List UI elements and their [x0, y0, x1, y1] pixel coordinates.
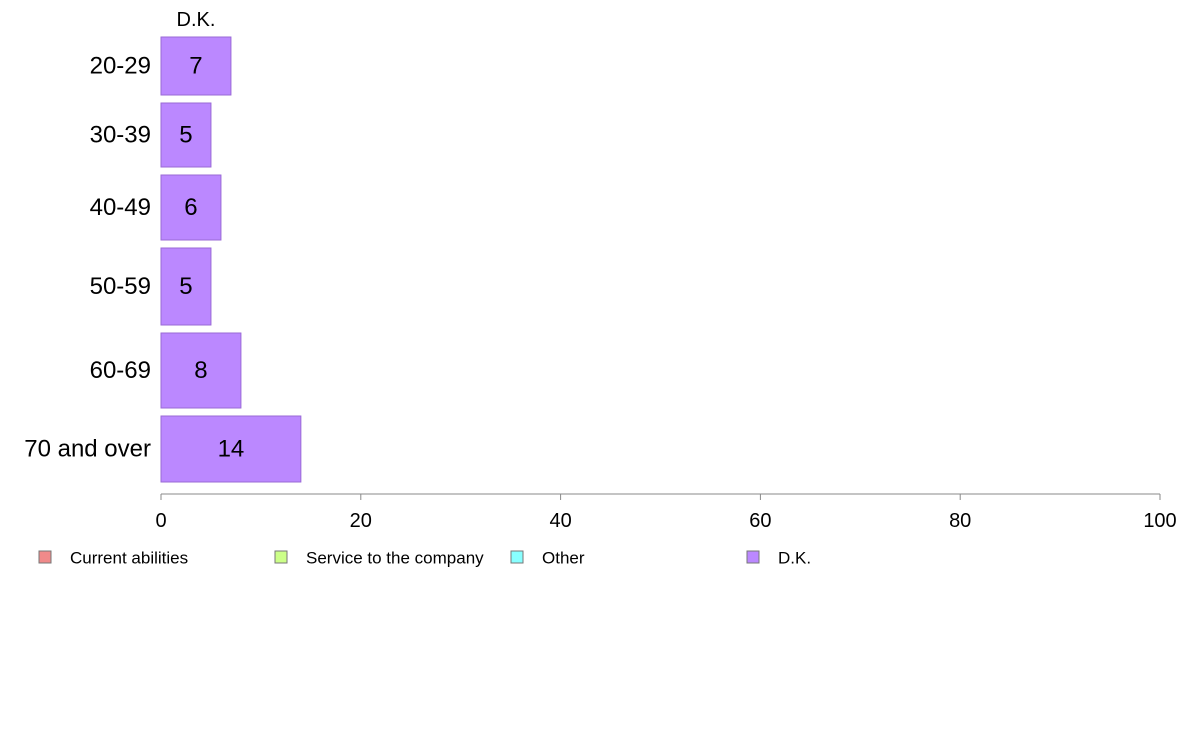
- legend-swatch-d-k: [746, 550, 760, 564]
- category-label-70-and-over: 70 and over: [24, 436, 151, 463]
- legend-swatch-other: [510, 550, 524, 564]
- data-label-d-k-50-59: 5: [179, 273, 192, 300]
- x-axis: 0 20 40 60 80 100: [155, 493, 1177, 532]
- bar-d-k-30-39: [160, 102, 212, 168]
- category-label-50-59: 50-59: [90, 273, 151, 300]
- data-label-d-k-70-and-over: 14: [218, 436, 245, 463]
- category-label-30-39: 30-39: [90, 122, 151, 149]
- category-label-20-29: 20-29: [90, 53, 151, 80]
- x-tick-label-100: 100: [1143, 510, 1176, 532]
- legend-label-d-k: D.K.: [778, 549, 811, 568]
- bar-d-k-70-and-over: [160, 415, 302, 483]
- data-label-d-k-40-49: 6: [184, 194, 197, 221]
- legend-swatch-service-to-the-company: [274, 550, 288, 564]
- legend-label-service-to-the-company: Service to the company: [306, 549, 484, 568]
- bar-d-k-50-59: [160, 247, 212, 326]
- x-tick-label-40: 40: [549, 510, 571, 532]
- x-tick-label-0: 0: [155, 510, 166, 532]
- data-label-d-k-30-39: 5: [179, 122, 192, 149]
- data-label-d-k-20-29: 7: [189, 53, 202, 80]
- category-labels: 20-29 30-39 40-49 50-59 60-69 70 and over: [24, 53, 151, 463]
- legend-label-current-abilities: Current abilities: [70, 549, 188, 568]
- x-tick-label-20: 20: [350, 510, 372, 532]
- bars-group: 7 5 6 5 8 14: [160, 36, 302, 483]
- data-label-d-k-60-69: 8: [194, 357, 207, 384]
- legend-label-other: Other: [542, 549, 585, 568]
- bar-d-k-40-49: [160, 174, 222, 241]
- category-label-60-69: 60-69: [90, 357, 151, 384]
- x-tick-label-80: 80: [949, 510, 971, 532]
- bar-d-k-60-69: [160, 332, 242, 409]
- x-tick-label-60: 60: [749, 510, 771, 532]
- legend: Current abilities Service to the company O…: [38, 549, 811, 568]
- legend-swatch-current-abilities: [38, 550, 52, 564]
- bar-d-k-20-29: [160, 36, 232, 96]
- category-label-40-49: 40-49: [90, 194, 151, 221]
- series-header-dk: D.K.: [177, 9, 216, 31]
